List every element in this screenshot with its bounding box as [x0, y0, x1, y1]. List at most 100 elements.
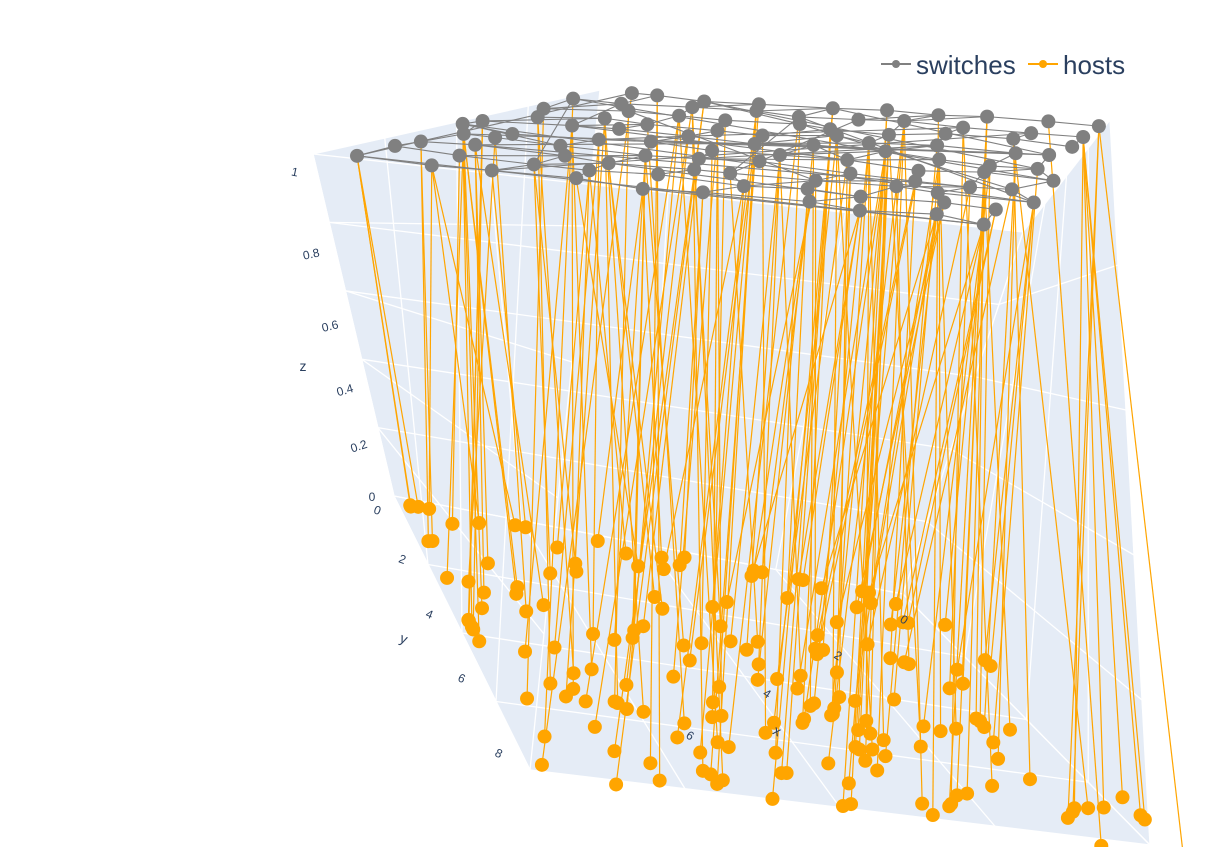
host-link — [468, 120, 484, 621]
host-point — [543, 566, 558, 581]
host-point — [723, 634, 738, 649]
switch-point — [635, 181, 650, 196]
host-link — [728, 116, 800, 748]
host-link — [683, 192, 704, 558]
host-point — [844, 797, 859, 812]
host-point — [705, 599, 720, 614]
host-point — [1096, 800, 1111, 815]
host-point — [915, 796, 930, 811]
switch-point — [931, 108, 946, 123]
host-point — [925, 808, 940, 823]
switch-edge — [628, 110, 816, 182]
host-link — [571, 125, 593, 670]
switch-edge — [859, 210, 937, 215]
legend-item-hosts[interactable]: hosts — [1028, 50, 1125, 80]
switch-point — [612, 121, 627, 136]
host-link — [975, 172, 985, 719]
host-link — [758, 154, 781, 665]
host-point — [509, 586, 524, 601]
switch-point — [553, 138, 568, 153]
host-point — [870, 763, 885, 778]
switch-point — [980, 109, 995, 124]
switch-point — [705, 143, 720, 158]
switch-point — [697, 94, 712, 109]
switch-point — [536, 101, 551, 116]
host-point — [652, 773, 667, 788]
host-point — [558, 689, 573, 704]
legend-item-switches[interactable]: switches — [881, 50, 1016, 80]
switch-point — [685, 100, 700, 115]
y-tick-label: 8 — [493, 746, 505, 762]
z-axis: 1 0.8 0.6 0.4 0.2 0 z — [290, 165, 376, 504]
switch-edge — [918, 170, 985, 173]
host-link — [711, 120, 726, 718]
switch-point — [1006, 131, 1021, 146]
switch-point — [565, 118, 580, 133]
switch-edge — [560, 145, 646, 157]
host-point — [768, 745, 783, 760]
z-tick-label: 0.8 — [302, 245, 322, 262]
host-point — [793, 668, 808, 683]
switch-point — [455, 116, 470, 131]
host-point — [421, 534, 436, 549]
switch-point — [672, 108, 687, 123]
host-link — [491, 170, 527, 528]
host-point — [758, 725, 773, 740]
host-point — [537, 729, 552, 744]
host-link — [533, 164, 577, 572]
switch-edge — [537, 116, 605, 119]
host-point — [986, 735, 1001, 750]
host-link — [649, 95, 658, 764]
host-link — [613, 155, 646, 640]
host-point — [676, 638, 691, 653]
y-tick-label: 4 — [424, 607, 436, 623]
host-link — [462, 123, 480, 642]
host-point — [636, 704, 651, 719]
switch-edge — [564, 155, 609, 164]
switch-edge — [572, 123, 648, 127]
legend-label-switches: switches — [916, 50, 1016, 80]
switch-point — [1041, 114, 1056, 129]
wall-gridline — [1025, 175, 1068, 720]
switch-point — [755, 128, 770, 143]
switch-point — [526, 157, 541, 172]
host-point — [983, 658, 998, 673]
switch-point — [930, 138, 945, 153]
host-link — [604, 118, 619, 704]
switch-edge — [650, 141, 713, 152]
wall-gridline — [384, 137, 429, 565]
host-point — [991, 751, 1006, 766]
host-point — [578, 694, 593, 709]
wall-gridline — [1109, 119, 1151, 846]
host-point — [609, 777, 624, 792]
switch-edge — [543, 108, 629, 112]
host-point — [985, 778, 1000, 793]
host-link — [949, 187, 971, 689]
host-point — [796, 573, 811, 588]
switch-edge — [698, 144, 938, 160]
switch-point — [1076, 129, 1091, 144]
switch-edge — [847, 159, 919, 172]
host-link — [691, 107, 704, 771]
switch-edge — [604, 117, 648, 125]
host-point — [933, 724, 948, 739]
host-link — [575, 178, 639, 567]
switch-edge — [987, 116, 1049, 122]
switch-point — [643, 134, 658, 149]
host-link — [526, 108, 545, 699]
wall-gridline — [455, 121, 463, 634]
switch-edge — [1048, 120, 1099, 127]
host-link — [472, 120, 484, 630]
legend[interactable]: switches hosts — [881, 50, 1125, 80]
wall-gridline — [312, 153, 395, 497]
host-point — [863, 596, 878, 611]
switch-point — [695, 185, 710, 200]
host-point — [765, 791, 780, 806]
switch-point — [475, 113, 490, 128]
host-link — [938, 159, 957, 729]
host-link — [893, 159, 940, 700]
host-point — [587, 719, 602, 734]
host-point — [475, 601, 490, 616]
switch-edge — [798, 116, 859, 121]
y-axis-title: y — [398, 630, 410, 647]
